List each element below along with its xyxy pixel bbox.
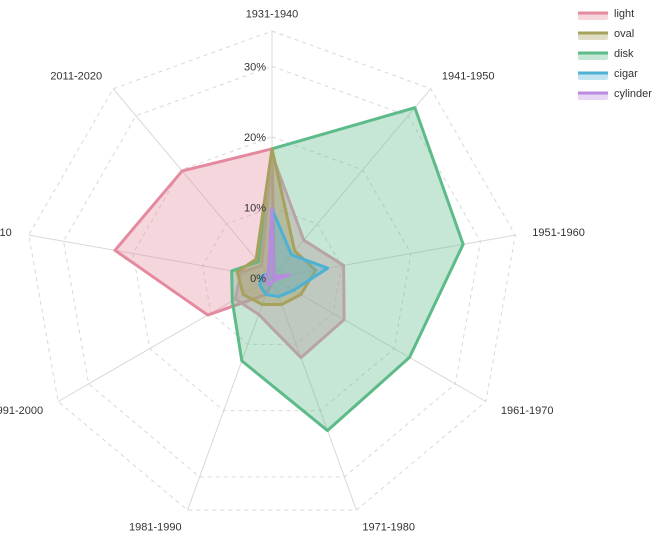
- grid-spoke-2: [271, 234, 516, 279]
- axis-label-4: 1971-1980: [362, 521, 415, 533]
- legend-label-disk: disk: [614, 48, 634, 60]
- axis-labels: 1931-1940 1941-1950 1951-1960 1961-1970 1971…: [0, 9, 585, 534]
- tick-label-1: 10%: [244, 202, 266, 214]
- legend-item-cylinder[interactable]: cylinder: [578, 88, 652, 100]
- series-layer: [113, 106, 465, 433]
- legend-item-disk[interactable]: disk: [578, 48, 634, 60]
- grid-ring-0: [201, 206, 343, 345]
- grid-spoke-4: [271, 277, 357, 511]
- grid-ring-3: [28, 30, 516, 511]
- axis-label-7: 2001-2010: [0, 227, 12, 239]
- legend-label-light: light: [614, 8, 634, 20]
- axis-label-3: 1961-1970: [501, 405, 554, 417]
- axis-label-5: 1981-1990: [129, 521, 182, 533]
- legend[interactable]: light oval disk cigar cylinder: [578, 8, 652, 100]
- grid-spoke-8: [112, 88, 273, 279]
- tick-label-0: 0%: [250, 273, 266, 285]
- tick-label-3: 30%: [244, 61, 266, 73]
- grid-ring-1: [132, 136, 412, 412]
- legend-item-cigar[interactable]: cigar: [578, 68, 638, 80]
- grid-spoke-3: [271, 277, 487, 402]
- grid-spoke-1: [271, 88, 432, 279]
- legend-item-light[interactable]: light: [578, 8, 634, 20]
- grid-spoke-5: [187, 277, 273, 511]
- legend-label-oval: oval: [614, 28, 634, 40]
- axis-label-0: 1931-1940: [246, 9, 299, 21]
- tick-label-2: 20%: [244, 132, 266, 144]
- tick-labels: 0% 10% 20% 30%: [244, 61, 266, 285]
- axis-label-6: 1991-2000: [0, 405, 43, 417]
- legend-item-oval[interactable]: oval: [578, 28, 634, 40]
- grid-ring-2: [62, 65, 482, 478]
- legend-label-cigar: cigar: [614, 68, 638, 80]
- gray-polygon: [233, 153, 346, 360]
- axis-label-2: 1951-1960: [532, 227, 585, 239]
- axis-label-8: 2011-2020: [50, 71, 102, 83]
- legend-label-cylinder: cylinder: [614, 88, 652, 100]
- axis-label-1: 1941-1950: [442, 71, 495, 83]
- series-cylinder: [263, 207, 291, 287]
